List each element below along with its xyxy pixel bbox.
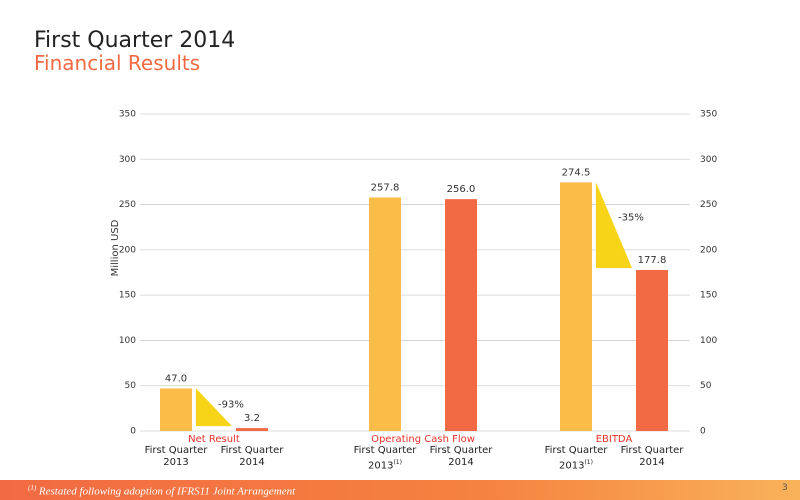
value-label: 3.2	[244, 413, 260, 424]
category-label: Net Result	[188, 434, 240, 445]
bar-label: First Quarter 2013(1)	[536, 445, 616, 472]
bar-label: First Quarter 2014	[212, 445, 292, 469]
bar	[236, 428, 268, 431]
footnote: (1) Restated following adoption of IFRS1…	[28, 484, 295, 498]
y2-tick-label: 100	[700, 336, 717, 346]
y-tick-label: 0	[130, 427, 136, 437]
note-marker: (1)	[584, 459, 593, 466]
y2-tick-label: 50	[700, 381, 712, 391]
bar	[636, 269, 668, 431]
series-name: First Quarter 2013	[353, 445, 417, 472]
y2-tick-label: 250	[700, 200, 717, 210]
y2-tick-label: 200	[700, 245, 717, 255]
y-axis-label: Million USD	[110, 219, 121, 276]
footnote-text: Restated following adoption of IFRS11 Jo…	[38, 485, 296, 498]
y-tick-label: 200	[119, 245, 136, 255]
y-tick-label: 350	[119, 110, 136, 120]
bar-label: First Quarter 2013	[136, 445, 216, 469]
footnote-marker: (1)	[28, 484, 37, 492]
y-tick-label: 150	[119, 291, 136, 301]
bar	[560, 182, 592, 431]
bar-label: First Quarter 2014	[612, 445, 692, 469]
slide-title: First Quarter 2014	[34, 28, 236, 53]
chart: Million USD 0 0 50 50 100 100 150 150 200 200 250 2…	[110, 110, 717, 446]
y2-tick-label: 150	[700, 291, 717, 301]
footer: (1) Restated following adoption of IFRS1…	[0, 480, 800, 500]
y-tick-label: 300	[119, 155, 136, 165]
category-label: EBITDA	[596, 434, 633, 445]
series-name: First Quarter 2013	[144, 445, 208, 468]
series-name: First Quarter 2013	[544, 445, 608, 472]
change-label: -93%	[218, 399, 244, 410]
change-triangle	[196, 388, 232, 427]
series-name: First Quarter 2014	[620, 445, 684, 468]
series-name: First Quarter 2014	[220, 445, 284, 468]
change-triangle	[596, 182, 632, 268]
change-label: -35%	[618, 212, 644, 223]
value-label: 274.5	[562, 167, 591, 178]
y2-tick-label: 0	[700, 427, 706, 437]
y2-tick-label: 350	[700, 110, 717, 120]
bar	[445, 199, 477, 431]
value-label: 177.8	[638, 255, 667, 266]
slide-subtitle: Financial Results	[34, 51, 201, 75]
bar	[369, 197, 401, 431]
series-name: First Quarter 2014	[429, 445, 493, 468]
bar-label: First Quarter 2013(1)	[345, 445, 425, 472]
y-tick-label: 100	[119, 336, 136, 346]
note-marker: (1)	[393, 459, 402, 466]
value-label: 256.0	[447, 184, 476, 195]
page-number: 3	[782, 483, 788, 493]
category-label: Operating Cash Flow	[371, 434, 475, 445]
bar-label: First Quarter 2014	[421, 445, 501, 469]
value-label: 47.0	[165, 373, 187, 384]
y2-tick-label: 300	[700, 155, 717, 165]
y-tick-label: 250	[119, 200, 136, 210]
value-label: 257.8	[371, 183, 400, 194]
y-tick-label: 50	[125, 381, 137, 391]
bar	[160, 388, 192, 431]
